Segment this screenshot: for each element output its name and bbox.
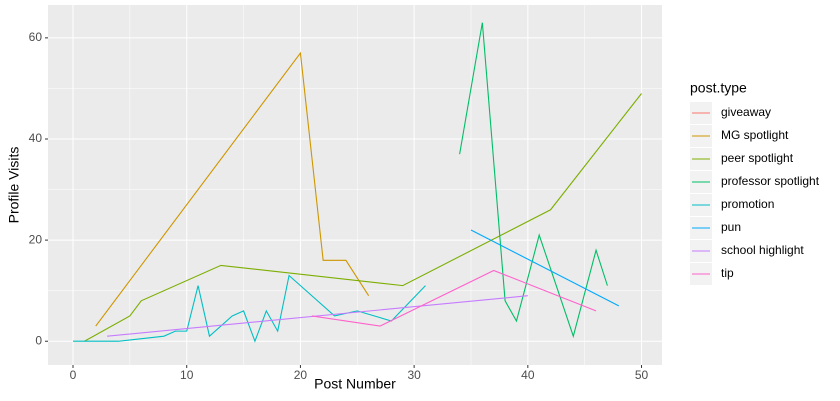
grid <box>48 5 662 365</box>
legend-label: peer spotlight <box>721 151 794 165</box>
legend-label: promotion <box>721 197 774 211</box>
y-axis-title: Profile Visits <box>6 147 22 224</box>
series-line <box>107 295 528 337</box>
x-tick-label: 20 <box>294 368 308 382</box>
plot-panel <box>48 5 662 365</box>
legend-title: post.type <box>690 80 747 96</box>
y-tick-label: 0 <box>35 333 42 347</box>
x-tick-label: 40 <box>521 368 535 382</box>
series-line <box>84 93 642 342</box>
series-line <box>73 274 426 343</box>
series-line <box>470 229 620 307</box>
lines <box>73 22 642 343</box>
legend-label: pun <box>721 220 741 234</box>
legend-label: MG spotlight <box>721 128 789 142</box>
y-tick-label: 40 <box>29 131 43 145</box>
legend-label: professor spotlight <box>721 174 820 188</box>
legend-label: school highlight <box>721 243 804 257</box>
legend-label: tip <box>721 266 734 280</box>
y-tick-label: 20 <box>29 232 43 246</box>
legend: giveaway MG spotlight peer spotlight profes… <box>690 102 820 285</box>
x-tick-label: 30 <box>407 368 421 382</box>
y-tick-label: 60 <box>29 30 43 44</box>
series-line <box>459 22 608 339</box>
x-axis-title: Post Number <box>314 376 396 392</box>
x-tick-label: 10 <box>180 368 194 382</box>
series-line <box>95 51 370 327</box>
x-tick-label: 50 <box>635 368 649 382</box>
x-tick-label: 0 <box>70 368 77 382</box>
legend-label: giveaway <box>721 105 771 119</box>
series-line <box>311 269 597 327</box>
